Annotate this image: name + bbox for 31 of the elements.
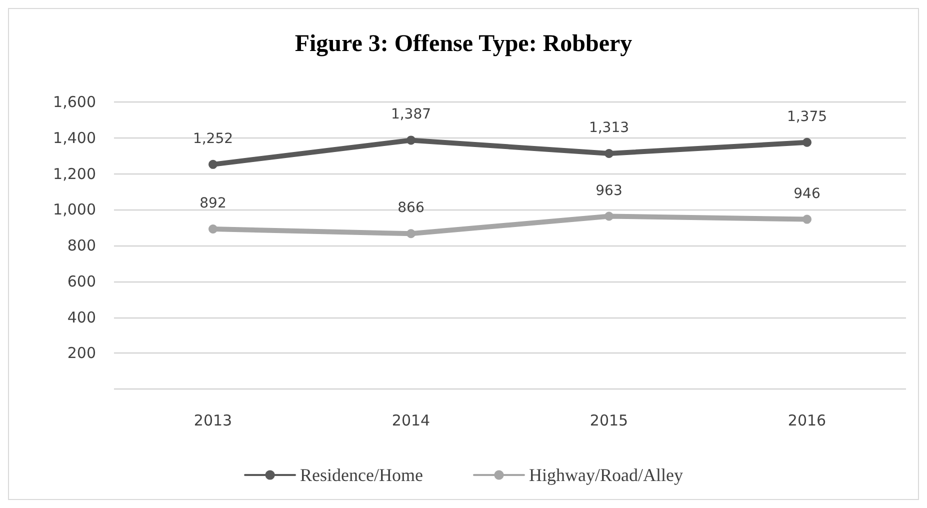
data-label: 1,387 — [390, 106, 432, 123]
x-tick-label: 2016 — [788, 412, 826, 430]
point — [802, 214, 812, 224]
y-tick-label: 800 — [67, 236, 96, 254]
data-label: 892 — [200, 195, 226, 212]
point — [604, 212, 614, 221]
y-tick-label: 200 — [67, 344, 96, 362]
y-tick-label: 1,600 — [53, 93, 96, 111]
x-tick-label: 2013 — [194, 412, 232, 430]
point — [406, 229, 416, 238]
y-tick-label: 400 — [67, 308, 96, 326]
data-label: 1,375 — [786, 108, 828, 125]
point — [604, 148, 614, 158]
point — [406, 136, 416, 145]
x-tick-label: 2014 — [392, 412, 430, 430]
y-tick-label: 1,200 — [53, 164, 96, 183]
point — [208, 160, 218, 169]
data-label: 1,313 — [588, 120, 630, 136]
legend-label: Highway/Road/Alley — [528, 465, 683, 485]
data-label: 946 — [794, 186, 820, 202]
y-tick-label: 600 — [67, 272, 96, 290]
point — [208, 224, 218, 234]
chart-title: Figure 3: Offense Type: Robbery — [294, 31, 632, 57]
data-label: 1,252 — [192, 130, 234, 147]
y-tick-label: 1,000 — [53, 200, 96, 219]
data-label: 866 — [398, 200, 424, 216]
legend-label: Residence/Home — [300, 465, 423, 485]
y-tick-label: 1,400 — [53, 128, 96, 147]
x-tick-label: 2015 — [590, 412, 628, 430]
data-label: 963 — [596, 182, 622, 199]
point — [802, 138, 812, 147]
